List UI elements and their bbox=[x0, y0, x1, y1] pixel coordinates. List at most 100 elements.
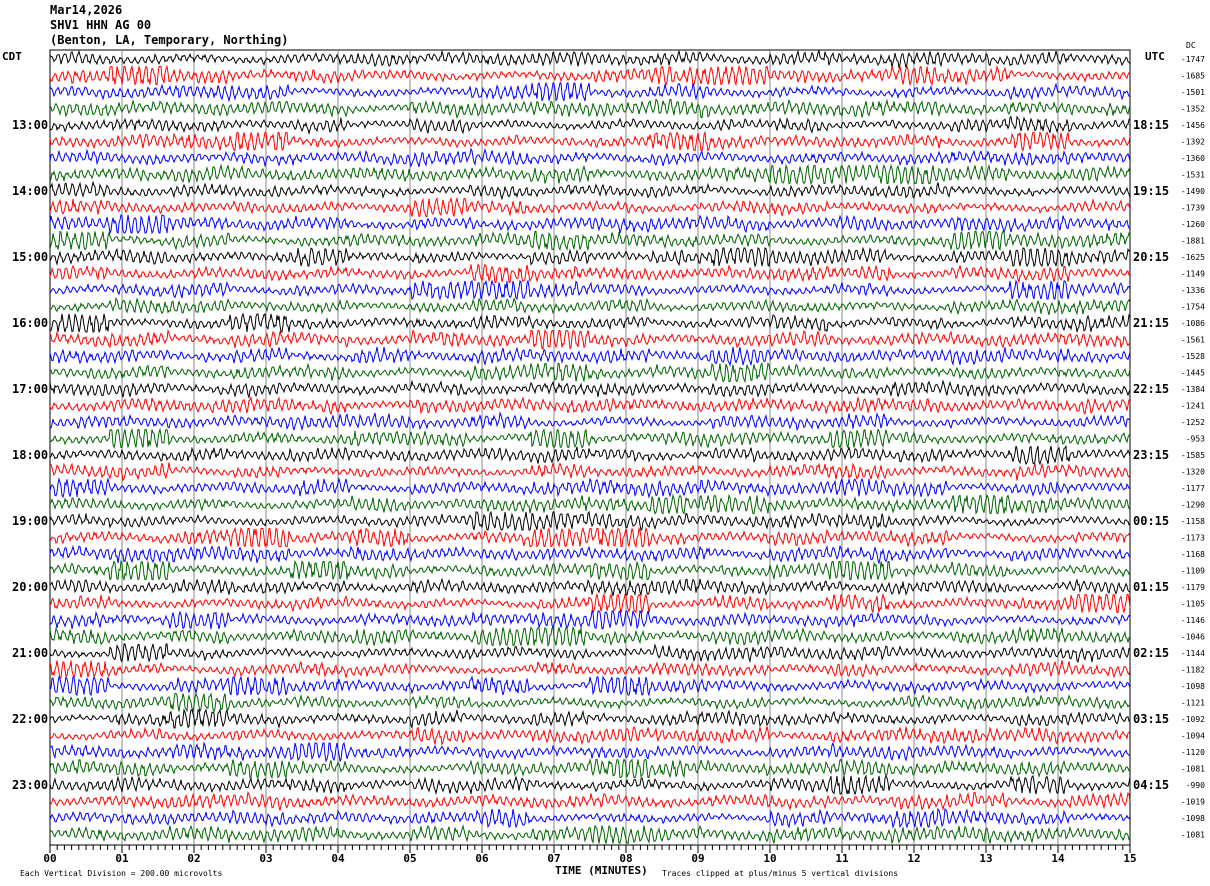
cdt-time-label: 22:00 bbox=[12, 712, 48, 726]
cdt-time-label: 20:00 bbox=[12, 580, 48, 594]
trace-line bbox=[49, 625, 1131, 648]
trace-line bbox=[49, 526, 1131, 549]
dc-offset-label: -1290 bbox=[1181, 501, 1205, 510]
dc-offset-label: -1019 bbox=[1181, 798, 1205, 807]
dc-offset-label: -1336 bbox=[1181, 286, 1205, 295]
dc-header-label: DC bbox=[1186, 41, 1196, 50]
trace-line bbox=[49, 444, 1131, 466]
clip-note: Traces clipped at plus/minus 5 vertical … bbox=[662, 869, 898, 878]
trace-line bbox=[49, 741, 1131, 763]
dc-offset-label: -1046 bbox=[1181, 633, 1205, 642]
dc-offset-label: -1098 bbox=[1181, 814, 1205, 823]
dc-offset-label: -1241 bbox=[1181, 402, 1205, 411]
dc-offset-label: -1360 bbox=[1181, 154, 1205, 163]
x-tick-label: 06 bbox=[475, 852, 489, 865]
cdt-time-label: 23:00 bbox=[12, 778, 48, 792]
trace-line bbox=[49, 64, 1131, 87]
dc-offset-label: -1168 bbox=[1181, 550, 1205, 559]
utc-time-label: 00:15 bbox=[1133, 514, 1169, 528]
trace-line bbox=[49, 379, 1131, 400]
trace-line bbox=[49, 643, 1131, 664]
x-tick-label: 01 bbox=[115, 852, 129, 865]
trace-line bbox=[49, 427, 1131, 450]
trace-line bbox=[49, 510, 1131, 532]
trace-line bbox=[49, 98, 1131, 120]
dc-offset-label: -1881 bbox=[1181, 237, 1205, 246]
dc-offset-label: -1109 bbox=[1181, 567, 1205, 576]
trace-line bbox=[49, 577, 1130, 597]
dc-offset-label: -1173 bbox=[1181, 534, 1205, 543]
utc-axis-label: UTC bbox=[1145, 50, 1165, 63]
dc-offset-label: -1182 bbox=[1181, 666, 1205, 675]
dc-offset-label: -1081 bbox=[1181, 831, 1205, 840]
trace-line bbox=[49, 477, 1131, 499]
dc-offset-label: -1105 bbox=[1181, 600, 1205, 609]
cdt-time-label: 21:00 bbox=[12, 646, 48, 660]
cdt-time-label: 13:00 bbox=[12, 118, 48, 132]
trace-line bbox=[49, 328, 1131, 350]
utc-time-label: 02:15 bbox=[1133, 646, 1169, 660]
dc-offset-label: -953 bbox=[1186, 435, 1205, 444]
dc-offset-label: -1086 bbox=[1181, 319, 1205, 328]
x-tick-label: 03 bbox=[259, 852, 272, 865]
x-tick-label: 13 bbox=[979, 852, 992, 865]
dc-offset-label: -1177 bbox=[1181, 484, 1205, 493]
x-tick-label: 02 bbox=[187, 852, 200, 865]
trace-line bbox=[49, 115, 1131, 136]
dc-offset-label: -1625 bbox=[1181, 253, 1205, 262]
dc-offset-label: -1158 bbox=[1181, 517, 1205, 526]
dc-offset-label: -1528 bbox=[1181, 352, 1205, 361]
dc-offset-label: -1146 bbox=[1181, 616, 1205, 625]
utc-time-label: 19:15 bbox=[1133, 184, 1169, 198]
trace-line bbox=[49, 592, 1131, 615]
trace-line bbox=[49, 559, 1131, 582]
trace-line bbox=[49, 346, 1131, 367]
dc-offset-label: -1092 bbox=[1181, 715, 1205, 724]
trace-line bbox=[49, 163, 1131, 186]
dc-offset-label: -1120 bbox=[1181, 748, 1205, 757]
x-axis-title: TIME (MINUTES) bbox=[555, 864, 648, 877]
utc-time-label: 20:15 bbox=[1133, 250, 1169, 264]
dc-offset-label: -1384 bbox=[1181, 385, 1205, 394]
trace-line bbox=[49, 462, 1131, 482]
trace-line bbox=[49, 708, 1131, 730]
dc-offset-label: -1445 bbox=[1181, 369, 1205, 378]
trace-line bbox=[49, 362, 1131, 384]
trace-line bbox=[49, 758, 1131, 780]
trace-line bbox=[49, 493, 1131, 515]
trace-line bbox=[49, 196, 1131, 218]
cdt-time-label: 16:00 bbox=[12, 316, 48, 330]
trace-line bbox=[49, 213, 1130, 235]
dc-offset-label: -1490 bbox=[1181, 187, 1205, 196]
x-tick-label: 11 bbox=[835, 852, 849, 865]
dc-offset-label: -1501 bbox=[1181, 88, 1205, 97]
utc-time-label: 04:15 bbox=[1133, 778, 1169, 792]
x-tick-label: 08 bbox=[619, 852, 632, 865]
trace-line bbox=[49, 130, 1131, 152]
trace-line bbox=[49, 180, 1131, 201]
trace-line bbox=[49, 48, 1131, 69]
trace-line bbox=[49, 312, 1131, 334]
trace-line bbox=[49, 660, 1131, 680]
trace-line bbox=[49, 691, 1131, 713]
x-tick-label: 07 bbox=[547, 852, 560, 865]
x-tick-label: 04 bbox=[331, 852, 345, 865]
x-tick-label: 15 bbox=[1123, 852, 1136, 865]
cdt-axis-label: CDT bbox=[2, 50, 22, 63]
trace-line bbox=[49, 81, 1131, 103]
x-tick-label: 09 bbox=[691, 852, 704, 865]
dc-offset-label: -1754 bbox=[1181, 303, 1205, 312]
cdt-time-label: 18:00 bbox=[12, 448, 48, 462]
dc-offset-label: -1685 bbox=[1181, 72, 1205, 81]
dc-offset-label: -1260 bbox=[1181, 220, 1205, 229]
x-tick-label: 10 bbox=[763, 852, 776, 865]
trace-line bbox=[49, 544, 1131, 565]
trace-line bbox=[49, 395, 1131, 416]
dc-offset-label: -1747 bbox=[1181, 55, 1205, 64]
station-location: (Benton, LA, Temporary, Northing) bbox=[50, 33, 289, 47]
dc-offset-label: -1098 bbox=[1181, 682, 1205, 691]
dc-offset-label: -1252 bbox=[1181, 418, 1205, 427]
cdt-time-label: 15:00 bbox=[12, 250, 48, 264]
